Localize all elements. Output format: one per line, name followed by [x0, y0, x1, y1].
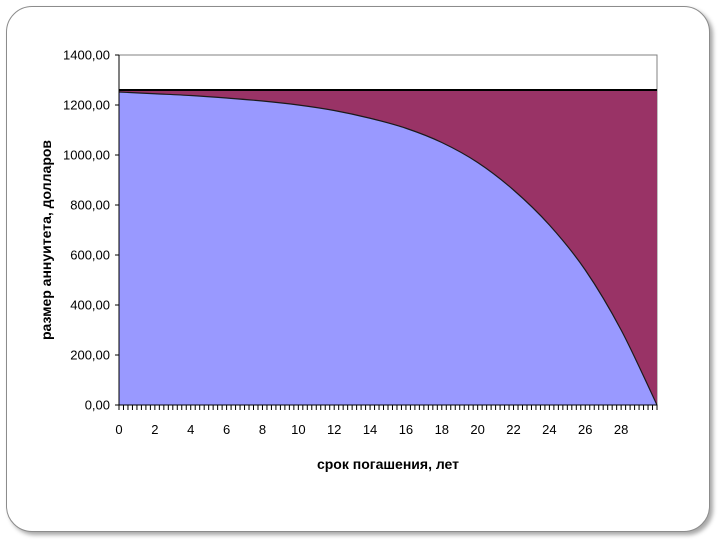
y-tick-label: 0,00 — [85, 398, 110, 413]
y-tick-label: 1200,00 — [63, 98, 110, 113]
y-axis-title: размер аннуитета, долларов — [38, 140, 54, 340]
y-tick-label: 600,00 — [70, 248, 110, 263]
y-tick-label: 1400,00 — [63, 48, 110, 63]
series-1-line — [118, 91, 658, 406]
x-tick-label: 8 — [259, 422, 266, 437]
x-tick-label: 6 — [223, 422, 230, 437]
y-tick-label: 400,00 — [70, 298, 110, 313]
x-tick-label: 18 — [435, 422, 449, 437]
x-tick-label: 20 — [470, 422, 484, 437]
x-tick-label: 28 — [614, 422, 628, 437]
x-tick-label: 0 — [115, 422, 122, 437]
y-tick-label: 1000,00 — [63, 148, 110, 163]
x-tick-label: 26 — [578, 422, 592, 437]
x-tick-label: 14 — [363, 422, 377, 437]
x-tick-label: 4 — [187, 422, 194, 437]
x-tick-label: 22 — [506, 422, 520, 437]
axes-layer: 0,00 200,00 400,00 600,00 800,00 1000,00 1200,… — [63, 48, 658, 437]
series-layer — [118, 89, 658, 406]
x-tick-label: 16 — [399, 422, 413, 437]
x-tick-label: 10 — [291, 422, 305, 437]
y-tick-label: 800,00 — [70, 198, 110, 213]
x-tick-label: 12 — [327, 422, 341, 437]
y-tick-label: 200,00 — [70, 348, 110, 363]
x-axis-title: срок погашения, лет — [317, 456, 459, 472]
x-tick-label: 24 — [542, 422, 556, 437]
x-tick-label: 2 — [151, 422, 158, 437]
series-1-area — [119, 92, 657, 405]
